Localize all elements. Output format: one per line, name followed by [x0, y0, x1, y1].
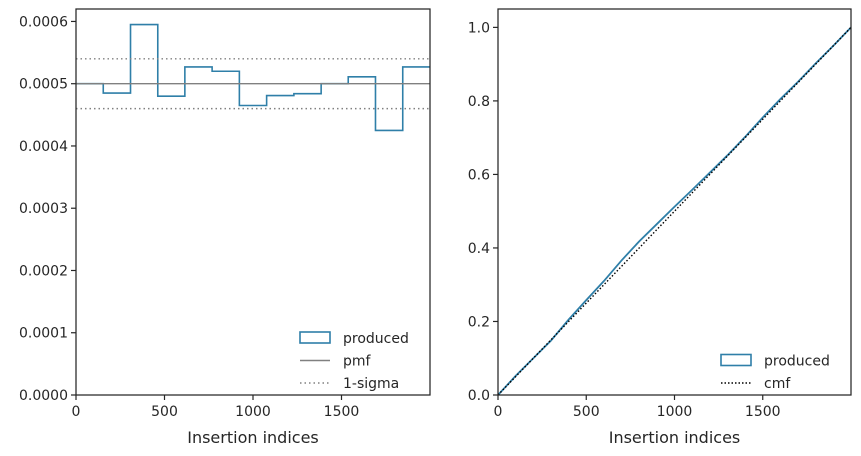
left-legend-swatch-produced	[299, 331, 331, 344]
right-x-tick-label: 500	[573, 404, 600, 420]
left-y-tick-label: 0.0004	[19, 139, 68, 155]
left-y-tick-label: 0.0006	[19, 14, 68, 30]
right-x-tick-label: 1000	[657, 404, 693, 420]
right-x-tick-label: 0	[494, 404, 503, 420]
left-y-tick-label: 0.0005	[19, 77, 68, 93]
left-panel-histogram: 0 500 1000 1500 0.0000 0.0001 0.0002 0.0003 0.0…	[19, 8, 431, 447]
right-y-tick-label: 0.8	[468, 94, 490, 110]
right-y-tick-label: 0.0	[468, 388, 490, 404]
right-cmf-line	[497, 26, 852, 396]
left-y-tick-label: 0.0003	[19, 201, 68, 217]
right-x-tick-label: 1500	[745, 404, 781, 420]
right-axes-frame	[497, 8, 852, 396]
right-y-tick-label: 1.0	[468, 20, 490, 36]
left-x-tick-label: 500	[151, 404, 178, 420]
left-legend-label-produced: produced	[343, 331, 409, 347]
left-produced-step-line	[76, 23, 430, 132]
left-y-tick-label: 0.0001	[19, 326, 68, 342]
right-panel-cumulative: 0 500 1000 1500 0.0 0.2 0.4 0.6 0.8 1.0 Insertio…	[468, 8, 852, 447]
left-x-tick-label: 1500	[324, 404, 360, 420]
left-y-tick-label: 0.0002	[19, 263, 68, 279]
left-x-tick-label: 0	[72, 404, 81, 420]
right-y-tick-label: 0.2	[468, 314, 490, 330]
right-x-axis-label: Insertion indices	[609, 428, 741, 447]
right-y-tick-label: 0.6	[468, 167, 490, 183]
left-x-tick-label: 1000	[235, 404, 271, 420]
right-legend: produced cmf	[720, 353, 830, 392]
left-y-tick-label: 0.0000	[19, 388, 68, 404]
left-legend-label-1-sigma: 1-sigma	[343, 376, 399, 392]
right-legend-label-produced: produced	[764, 354, 830, 370]
right-legend-label-cmf: cmf	[764, 376, 791, 392]
right-y-tick-label: 0.4	[468, 241, 490, 257]
left-legend: produced pmf 1-sigma	[299, 331, 409, 392]
left-x-axis-label: Insertion indices	[187, 428, 319, 447]
right-legend-swatch-produced	[720, 353, 752, 367]
right-produced-line	[497, 26, 852, 396]
left-legend-label-pmf: pmf	[343, 354, 372, 370]
